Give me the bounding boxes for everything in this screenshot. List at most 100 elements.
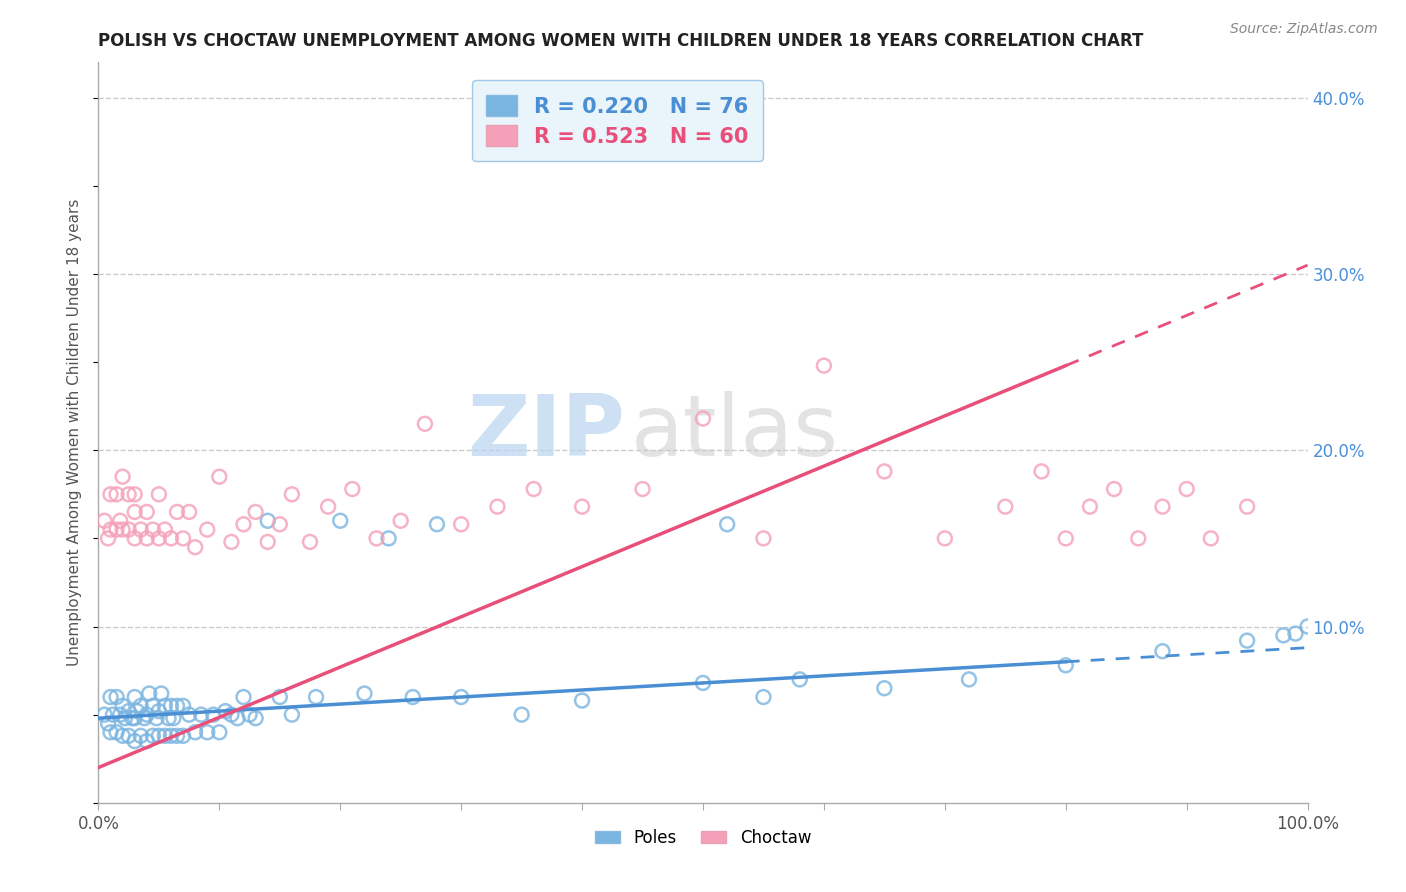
Point bbox=[1152, 644, 1174, 658]
Point bbox=[631, 482, 654, 496]
Point bbox=[256, 535, 278, 549]
Point bbox=[111, 729, 134, 743]
Point bbox=[135, 532, 157, 546]
Point bbox=[426, 517, 449, 532]
Point bbox=[239, 707, 262, 722]
Point bbox=[221, 535, 243, 549]
Y-axis label: Unemployment Among Women with Children Under 18 years: Unemployment Among Women with Children U… bbox=[67, 199, 83, 666]
Point bbox=[135, 734, 157, 748]
Point bbox=[93, 707, 115, 722]
Point bbox=[129, 523, 152, 537]
Point bbox=[100, 487, 122, 501]
Point bbox=[142, 523, 165, 537]
Point bbox=[134, 711, 156, 725]
Point bbox=[214, 704, 236, 718]
Point bbox=[184, 540, 207, 554]
Point bbox=[450, 517, 472, 532]
Point bbox=[118, 487, 141, 501]
Point bbox=[1054, 532, 1077, 546]
Point bbox=[111, 698, 134, 713]
Point bbox=[221, 707, 243, 722]
Point bbox=[873, 681, 896, 696]
Point bbox=[162, 711, 184, 725]
Point bbox=[510, 707, 533, 722]
Point bbox=[129, 698, 152, 713]
Point bbox=[329, 514, 352, 528]
Point bbox=[105, 690, 128, 704]
Point bbox=[108, 707, 131, 722]
Point bbox=[124, 711, 146, 725]
Point bbox=[124, 505, 146, 519]
Point bbox=[402, 690, 425, 704]
Point bbox=[160, 729, 183, 743]
Point bbox=[114, 711, 136, 725]
Point bbox=[121, 711, 143, 725]
Point bbox=[413, 417, 436, 431]
Point bbox=[752, 690, 775, 704]
Point bbox=[281, 707, 304, 722]
Point bbox=[316, 500, 339, 514]
Point bbox=[97, 716, 120, 731]
Point bbox=[93, 514, 115, 528]
Point bbox=[135, 505, 157, 519]
Point bbox=[153, 523, 176, 537]
Point bbox=[179, 505, 201, 519]
Point bbox=[153, 729, 176, 743]
Point bbox=[377, 532, 399, 546]
Point bbox=[166, 729, 188, 743]
Point bbox=[752, 532, 775, 546]
Point bbox=[353, 686, 375, 700]
Point bbox=[124, 734, 146, 748]
Point bbox=[1128, 532, 1150, 546]
Point bbox=[148, 487, 170, 501]
Point bbox=[142, 729, 165, 743]
Point bbox=[245, 711, 267, 725]
Point bbox=[1175, 482, 1198, 496]
Point bbox=[118, 729, 141, 743]
Point bbox=[124, 487, 146, 501]
Point bbox=[160, 698, 183, 713]
Point bbox=[127, 704, 149, 718]
Point bbox=[157, 711, 180, 725]
Text: POLISH VS CHOCTAW UNEMPLOYMENT AMONG WOMEN WITH CHILDREN UNDER 18 YEARS CORRELAT: POLISH VS CHOCTAW UNEMPLOYMENT AMONG WOM… bbox=[98, 32, 1144, 50]
Point bbox=[256, 514, 278, 528]
Point bbox=[1102, 482, 1125, 496]
Point bbox=[873, 464, 896, 478]
Point bbox=[100, 725, 122, 739]
Point bbox=[716, 517, 738, 532]
Text: atlas: atlas bbox=[630, 391, 838, 475]
Point bbox=[108, 514, 131, 528]
Point bbox=[138, 686, 160, 700]
Point bbox=[135, 707, 157, 722]
Point bbox=[111, 523, 134, 537]
Point bbox=[232, 517, 254, 532]
Point bbox=[571, 500, 593, 514]
Point bbox=[342, 482, 364, 496]
Point bbox=[450, 690, 472, 704]
Point bbox=[101, 707, 124, 722]
Point bbox=[1199, 532, 1222, 546]
Point bbox=[166, 505, 188, 519]
Point bbox=[145, 711, 167, 725]
Point bbox=[166, 698, 188, 713]
Point bbox=[124, 690, 146, 704]
Point bbox=[1272, 628, 1295, 642]
Point bbox=[692, 411, 714, 425]
Point bbox=[366, 532, 388, 546]
Point bbox=[208, 469, 231, 483]
Point bbox=[269, 690, 291, 704]
Point bbox=[957, 673, 980, 687]
Point bbox=[195, 523, 218, 537]
Text: Source: ZipAtlas.com: Source: ZipAtlas.com bbox=[1230, 22, 1378, 37]
Point bbox=[118, 704, 141, 718]
Point bbox=[269, 517, 291, 532]
Point bbox=[1078, 500, 1101, 514]
Point bbox=[1296, 619, 1319, 633]
Point bbox=[142, 698, 165, 713]
Point bbox=[1236, 633, 1258, 648]
Point bbox=[226, 711, 249, 725]
Point bbox=[160, 532, 183, 546]
Legend: Poles, Choctaw: Poles, Choctaw bbox=[588, 822, 818, 854]
Point bbox=[571, 693, 593, 707]
Point bbox=[1054, 658, 1077, 673]
